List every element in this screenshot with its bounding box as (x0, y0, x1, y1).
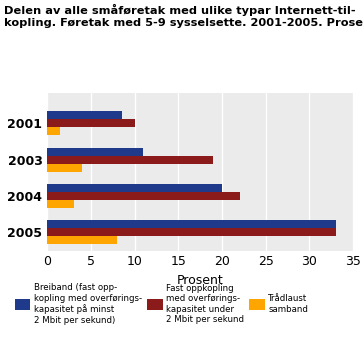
Bar (47, 111, 122, 119)
Bar (47, 119, 135, 127)
Bar (47, 236, 117, 245)
Text: Delen av alle småføretak med ulike typar Internett-til-
kopling. Føretak med 5-9: Delen av alle småføretak med ulike typar… (4, 4, 364, 28)
Bar (47, 164, 82, 171)
Bar (47, 192, 240, 200)
Bar (47, 184, 222, 192)
Bar (47, 156, 213, 164)
Bar (47, 221, 336, 228)
Bar (47, 147, 143, 156)
Bar (47, 200, 74, 208)
X-axis label: Prosent: Prosent (177, 274, 223, 287)
Legend: Breiband (fast opp-
kopling med overførings-
kapasitet på minst
2 Mbit per sekun: Breiband (fast opp- kopling med overføri… (15, 283, 308, 324)
Bar (47, 127, 60, 135)
Bar (47, 228, 336, 236)
